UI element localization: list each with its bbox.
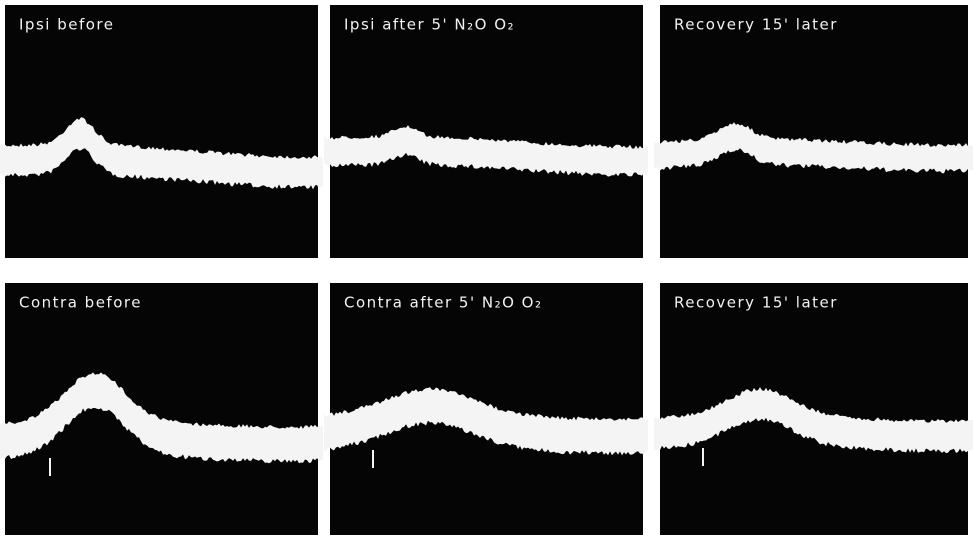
panel-label: Contra before <box>19 294 142 312</box>
panel-label: Ipsi before <box>19 16 114 34</box>
panel: Recovery 15' later <box>654 5 973 258</box>
signal-trace <box>654 122 973 174</box>
panel-label: Contra after 5' N₂O O₂ <box>344 294 542 312</box>
signal-trace <box>654 387 973 453</box>
panel: Ipsi after 5' N₂O O₂ <box>324 5 648 258</box>
panel: Ipsi before <box>0 5 323 258</box>
stimulus-artifact <box>702 448 704 466</box>
signal-trace <box>0 372 323 464</box>
panel-label: Recovery 15' later <box>674 16 838 34</box>
panel-label: Ipsi after 5' N₂O O₂ <box>344 16 515 34</box>
panel: Recovery 15' later <box>654 283 973 535</box>
stimulus-artifact <box>49 458 51 476</box>
panel-background <box>660 5 968 258</box>
panel: Contra after 5' N₂O O₂ <box>324 283 648 535</box>
signal-trace <box>0 117 323 190</box>
panel-label: Recovery 15' later <box>674 294 838 312</box>
panel: Contra before <box>0 283 323 535</box>
signal-trace <box>324 125 648 177</box>
signal-trace <box>324 387 648 456</box>
panel-background <box>330 5 643 258</box>
stimulus-artifact <box>372 450 374 468</box>
panel-background <box>5 5 318 258</box>
